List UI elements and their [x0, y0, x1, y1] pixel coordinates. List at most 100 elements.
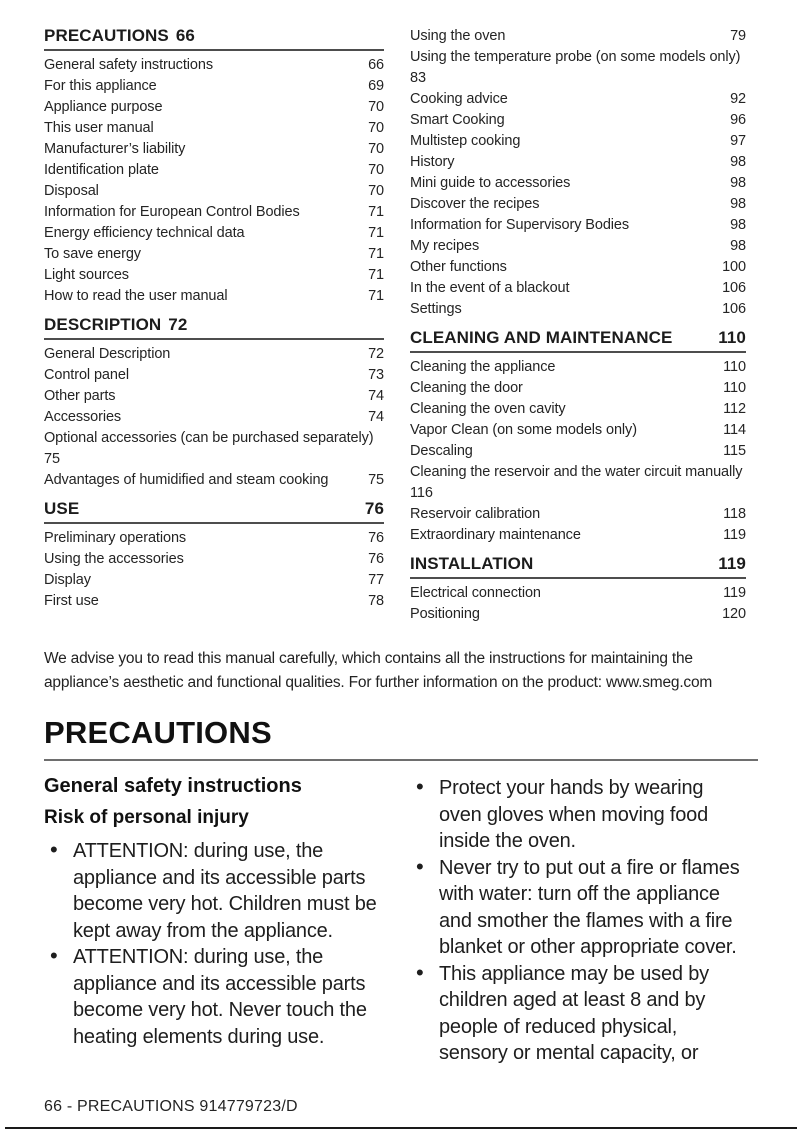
body-column-right: Protect your hands by wearing oven glove… [410, 774, 746, 1067]
toc-entry-label: Electrical connection [410, 585, 541, 601]
toc-entry: Electrical connection 119 [410, 583, 746, 604]
toc-entry: Optional accessories (can be purchased s… [44, 428, 384, 470]
toc-entry: Appliance purpose 70 [44, 97, 384, 118]
toc-entry-label: Using the oven [410, 28, 506, 44]
toc-entry-page: 83 [410, 70, 426, 86]
toc-entry: Disposal 70 [44, 181, 384, 202]
toc-entry-page: 75 [368, 472, 384, 488]
toc-entry-page: 71 [368, 288, 384, 304]
toc-entry-label: Manufacturer’s liability [44, 141, 186, 157]
toc-entry-page: 72 [368, 346, 384, 362]
toc-heading-label: INSTALLATION [410, 554, 534, 573]
toc-entry: Cleaning the reservoir and the water cir… [410, 462, 746, 504]
toc-entry-label: Cleaning the appliance [410, 359, 556, 375]
toc-entry-label: Control panel [44, 367, 129, 383]
toc-entry-label: Vapor Clean (on some models only) [410, 422, 637, 438]
toc-entry-label: Reservoir calibration [410, 506, 541, 522]
toc-section-cleaning: CLEANING AND MAINTENANCE 110 Cleaning th… [410, 328, 746, 546]
toc-entry-page: 106 [722, 280, 746, 296]
toc-entry: Accessories 74 [44, 407, 384, 428]
toc-entry-page: 98 [730, 238, 746, 254]
toc-heading-page: 72 [168, 315, 188, 334]
toc-entry-page: 75 [44, 451, 60, 467]
toc-entry-label: Optional accessories (can be purchased s… [44, 430, 374, 446]
toc-entry-label: How to read the user manual [44, 288, 228, 304]
toc-entry-page: 112 [723, 401, 746, 417]
toc-section-precautions: PRECAUTIONS 66 General safety instructio… [44, 26, 384, 307]
toc-heading-use: USE 76 [44, 499, 384, 524]
subheading-risk-of-injury: Risk of personal injury [44, 807, 249, 828]
toc-entry-label: Settings [410, 301, 462, 317]
toc-entry: Cleaning the door 110 [410, 378, 746, 399]
toc-entry-label: Multistep cooking [410, 133, 521, 149]
toc-entry-label: Descaling [410, 443, 473, 459]
toc-entry-label: Other functions [410, 259, 507, 275]
toc-entry-page: 98 [730, 196, 746, 212]
toc-heading-cleaning: CLEANING AND MAINTENANCE 110 [410, 328, 746, 353]
toc-entry-label: Other parts [44, 388, 116, 404]
toc-heading-label: DESCRIPTION [44, 315, 162, 334]
toc-entry-page: 114 [723, 422, 746, 438]
toc-entry-page: 71 [368, 246, 384, 262]
toc-entry-page: 118 [723, 506, 746, 522]
toc-entry: Cleaning the appliance 110 [410, 357, 746, 378]
toc-entry: Using the accessories 76 [44, 549, 384, 570]
toc-entry-label: Cleaning the reservoir and the water cir… [410, 464, 743, 480]
bullet-list-left: ATTENTION: during use, the appliance and… [44, 837, 384, 1050]
toc-entry-label: General Description [44, 346, 171, 362]
toc-entry-page: 97 [730, 133, 746, 149]
toc-heading-page: 76 [364, 499, 384, 518]
toc-entry: Display 77 [44, 570, 384, 591]
toc-entry-label: Advantages of humidified and steam cooki… [44, 472, 329, 488]
toc-entry: Information for European Control Bodies 7… [44, 202, 384, 223]
toc-entry-page: 98 [730, 175, 746, 191]
toc-section-installation: INSTALLATION 119 Electrical connection 11… [410, 554, 746, 625]
toc-entry: Mini guide to accessories 98 [410, 173, 746, 194]
toc-entry: Identification plate 70 [44, 160, 384, 181]
toc-entry: First use 78 [44, 591, 384, 612]
toc-entry: Information for Supervisory Bodies 98 [410, 215, 746, 236]
toc-entry: Other functions 100 [410, 257, 746, 278]
toc-entry: General Description 72 [44, 344, 384, 365]
toc-entry-label: Cooking advice [410, 91, 508, 107]
page-footer: 66 - PRECAUTIONS 914779723/D [44, 1098, 298, 1115]
toc-entry-page: 69 [368, 78, 384, 94]
toc-entry-page: 119 [723, 585, 746, 601]
toc-entry-page: 70 [368, 141, 384, 157]
toc-entry-label: To save energy [44, 246, 141, 262]
bullet-item: This appliance may be used by children a… [410, 960, 746, 1067]
toc-entry-label: In the event of a blackout [410, 280, 570, 296]
toc-entry-label: Mini guide to accessories [410, 175, 571, 191]
bullet-text: This appliance may be used by children a… [439, 962, 709, 1065]
toc-heading-page: 110 [718, 328, 746, 347]
toc-entry: Preliminary operations 76 [44, 528, 384, 549]
toc-entry-label: Disposal [44, 183, 99, 199]
toc-entry: My recipes 98 [410, 236, 746, 257]
toc-entry-page: 116 [410, 485, 433, 501]
toc-entry-label: For this appliance [44, 78, 157, 94]
toc-entry-label: Information for European Control Bodies [44, 204, 300, 220]
toc-entry: Extraordinary maintenance 119 [410, 525, 746, 546]
toc-entry-page: 70 [368, 120, 384, 136]
toc-entry-label: Energy efficiency technical data [44, 225, 245, 241]
toc-entry-label: Cleaning the door [410, 380, 523, 396]
toc-entry: This user manual 70 [44, 118, 384, 139]
toc-entry-label: Positioning [410, 606, 480, 622]
toc-entry: Cooking advice 92 [410, 89, 746, 110]
toc-entry-page: 71 [368, 204, 384, 220]
table-of-contents: PRECAUTIONS 66 General safety instructio… [44, 26, 758, 625]
toc-entry-label: Accessories [44, 409, 122, 425]
toc-entry-label: Cleaning the oven cavity [410, 401, 566, 417]
toc-entry: Discover the recipes 98 [410, 194, 746, 215]
body-column-left: General safety instructions Risk of pers… [44, 775, 384, 1050]
bullet-item: ATTENTION: during use, the appliance and… [44, 943, 384, 1050]
toc-entry: Smart Cooking 96 [410, 110, 746, 131]
toc-entry-page: 66 [368, 57, 384, 73]
toc-entry: Other parts 74 [44, 386, 384, 407]
toc-entry-label: General safety instructions [44, 57, 213, 73]
toc-entry-page: 71 [368, 267, 384, 283]
toc-entry-label: History [410, 154, 455, 170]
toc-entry-label: Display [44, 572, 91, 588]
toc-entry-label: Using the accessories [44, 551, 184, 567]
